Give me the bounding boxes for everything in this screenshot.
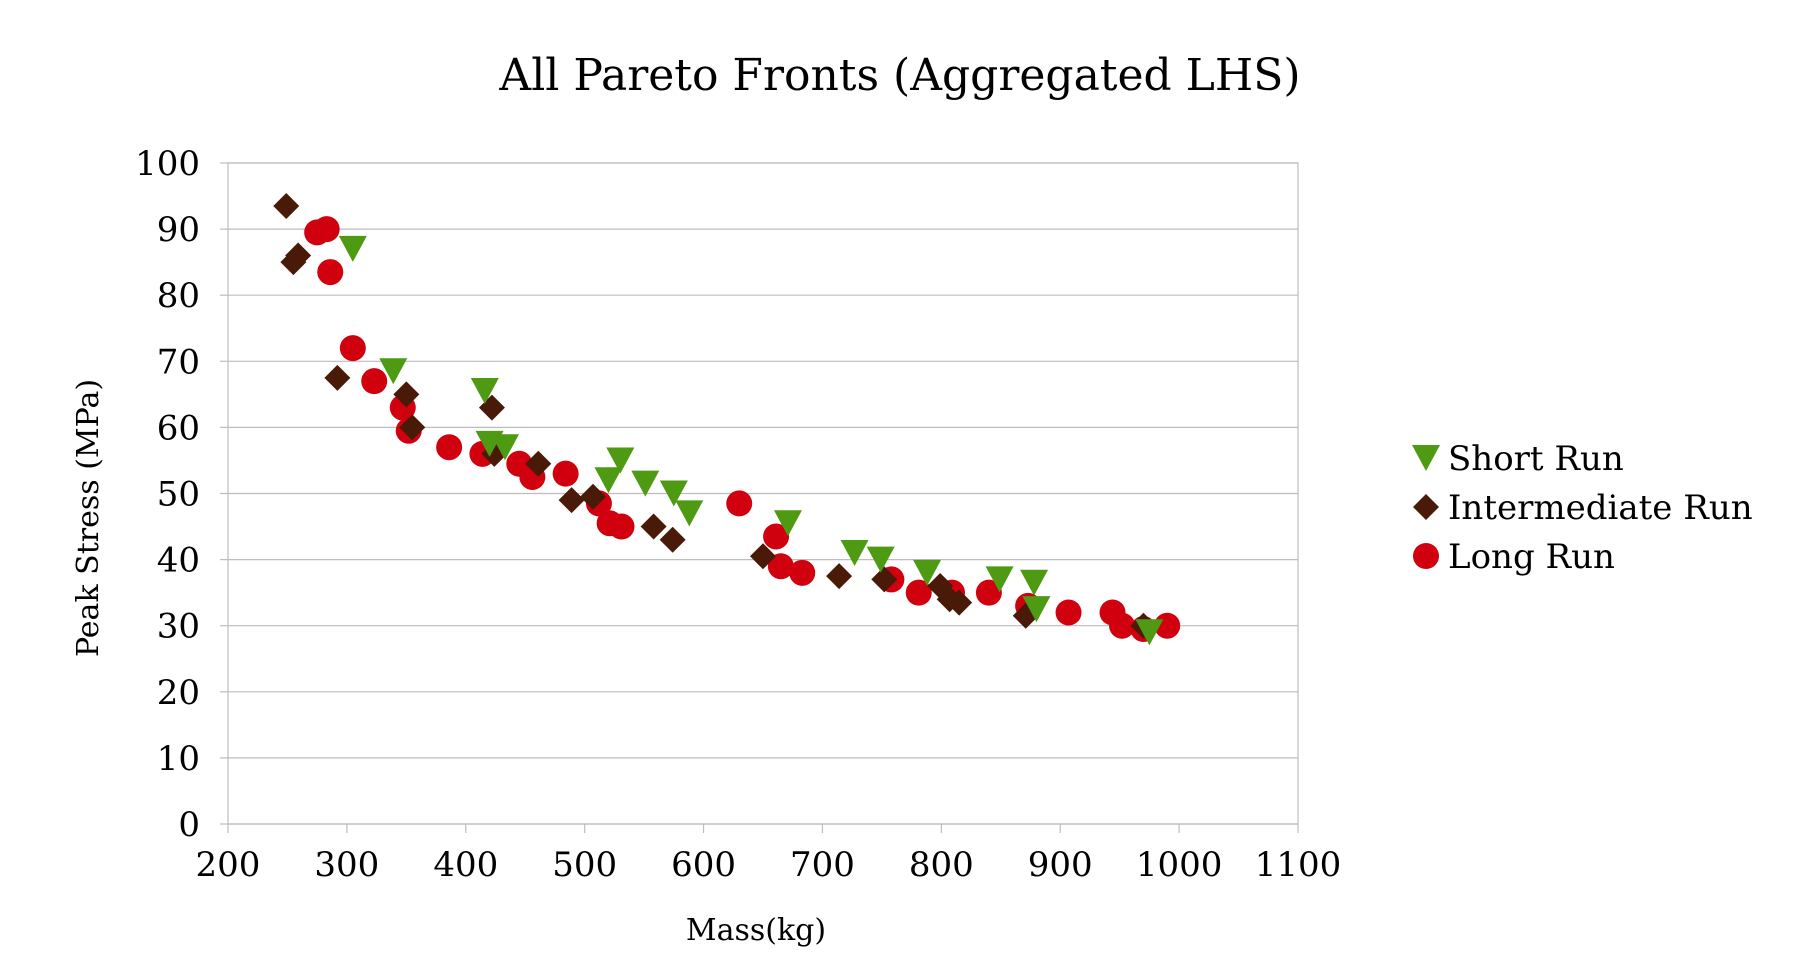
data-point [1109, 612, 1136, 639]
data-point [491, 434, 520, 461]
data-point [905, 579, 932, 606]
x-tick-label: 500 [552, 845, 617, 885]
x-tick-label: 300 [314, 845, 379, 885]
y-axis-label: Peak Stress (MPa) [71, 379, 106, 657]
x-axis-ticks: 200 300 400 500 600 700 800 900 1000 1100 [196, 824, 1342, 885]
y-tick-label: 0 [178, 805, 200, 845]
data-point [789, 559, 816, 586]
data-point [313, 216, 340, 243]
series-short-run [338, 235, 1164, 646]
y-tick-label: 30 [157, 607, 200, 647]
legend-label: Intermediate Run [1448, 488, 1753, 528]
legend-item: Short Run [1412, 439, 1624, 479]
data-point [379, 358, 408, 385]
legend-marker [1413, 543, 1439, 569]
y-tick-label: 60 [157, 408, 200, 448]
data-point [393, 381, 420, 408]
data-point [317, 259, 344, 286]
data-point [773, 510, 802, 537]
y-tick-label: 80 [157, 276, 200, 316]
x-tick-label: 200 [196, 845, 261, 885]
data-point [1022, 596, 1051, 623]
data-point [399, 414, 426, 441]
x-tick-label: 1100 [1255, 845, 1342, 885]
x-tick-label: 400 [433, 845, 498, 885]
data-point [558, 487, 585, 514]
data-point [675, 500, 704, 527]
data-point [840, 539, 869, 566]
y-tick-label: 90 [157, 210, 200, 250]
data-point [659, 526, 686, 553]
y-tick-label: 100 [135, 144, 200, 184]
x-axis-label: Mass(kg) [686, 913, 826, 948]
x-tick-label: 600 [671, 845, 736, 885]
data-point [913, 559, 942, 586]
y-tick-label: 50 [157, 475, 200, 515]
x-tick-label: 800 [909, 845, 974, 885]
data-point [763, 523, 790, 550]
data-point [826, 563, 853, 590]
data-point [631, 470, 660, 497]
data-point [1154, 612, 1181, 639]
data-point [767, 553, 794, 580]
chart-title: All Pareto Fronts (Aggregated LHS) [498, 50, 1300, 101]
data-point [871, 566, 898, 593]
data-point [1020, 569, 1049, 596]
data-point [946, 589, 973, 616]
data-point [470, 378, 499, 405]
legend-marker [1413, 494, 1439, 520]
data-point [640, 513, 667, 540]
y-axis-ticks: 0 10 20 30 40 50 60 70 80 90 100 [135, 144, 228, 845]
data-point [866, 546, 895, 573]
data-points [273, 192, 1181, 646]
data-point [338, 235, 367, 262]
data-point [361, 368, 388, 395]
data-point [975, 579, 1002, 606]
data-point [750, 543, 776, 570]
y-tick-label: 70 [157, 342, 200, 382]
data-point [324, 364, 351, 391]
data-point [606, 447, 635, 474]
legend-marker [1412, 445, 1440, 471]
x-tick-label: 1000 [1136, 845, 1223, 885]
x-tick-label: 700 [790, 845, 855, 885]
x-tick-label: 900 [1028, 845, 1093, 885]
legend-label: Long Run [1448, 537, 1615, 577]
data-point [285, 242, 312, 269]
y-tick-label: 10 [157, 739, 200, 779]
data-point [726, 490, 753, 517]
data-point [339, 335, 366, 362]
y-tick-label: 40 [157, 541, 200, 581]
data-point [1055, 599, 1082, 626]
legend-item: Long Run [1413, 537, 1615, 577]
data-point [579, 483, 606, 510]
data-point [608, 513, 635, 540]
data-point [1135, 619, 1164, 646]
data-point [985, 566, 1014, 593]
legend: Short Run Intermediate Run Long Run [1412, 439, 1753, 577]
data-point [594, 467, 623, 494]
y-tick-label: 20 [157, 673, 200, 713]
data-point [436, 434, 463, 461]
legend-label: Short Run [1448, 439, 1624, 479]
data-point [525, 450, 552, 477]
data-point [552, 460, 579, 487]
data-point [273, 192, 300, 219]
legend-item: Intermediate Run [1413, 488, 1753, 528]
data-point [659, 480, 688, 507]
